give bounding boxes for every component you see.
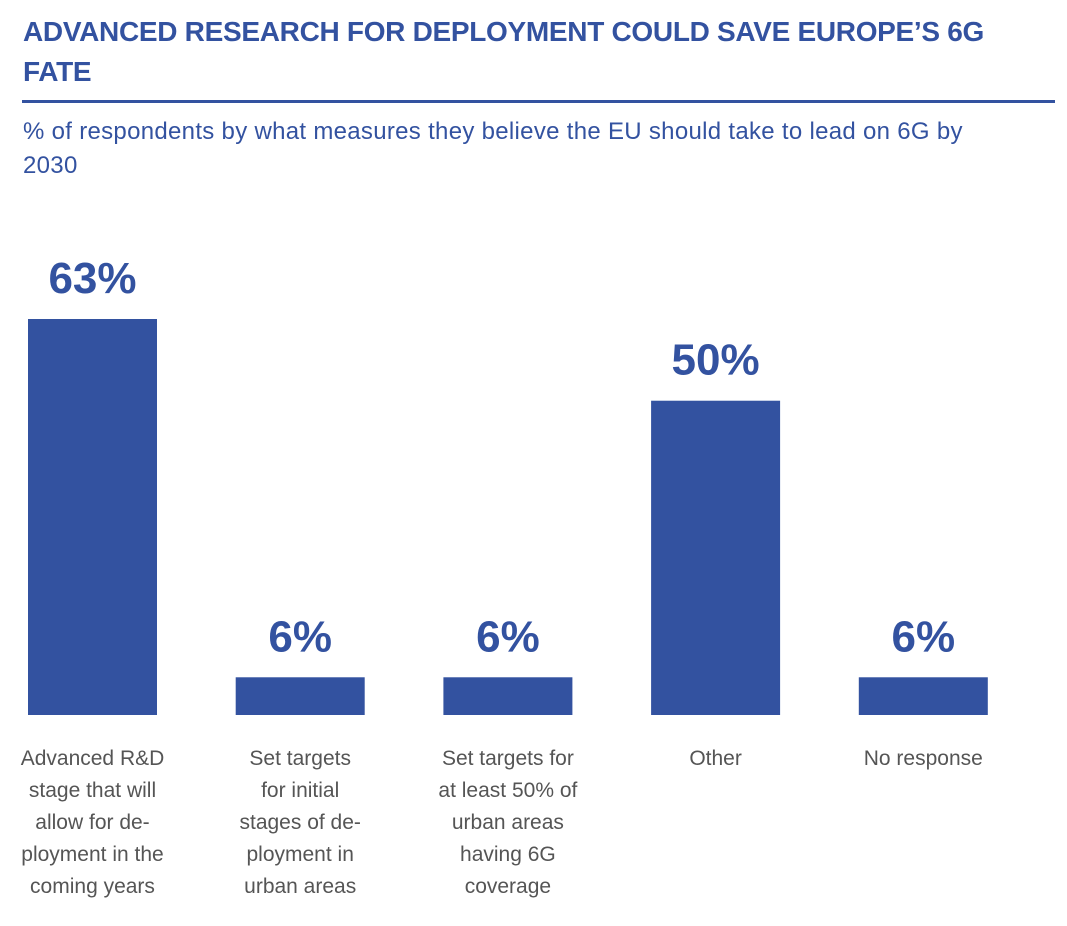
category-label-line: Other <box>689 747 742 770</box>
category-label-line: No response <box>863 747 983 770</box>
category-label: Set targets for initial stages of de-ploym… <box>195 743 405 903</box>
data-label: 6% <box>476 612 540 661</box>
category-label-line: coverage <box>464 875 552 898</box>
category-label-line: ployment in the <box>21 843 164 866</box>
category-label-line: urban areas <box>244 875 357 898</box>
data-label: 50% <box>672 336 760 385</box>
category-label-line: allow for de- <box>35 811 150 834</box>
chart-subtitle: % of respondents by what measures they b… <box>23 118 963 179</box>
bar <box>28 319 157 715</box>
category-label-line: for initial <box>261 779 340 802</box>
category-label-line: stage that will <box>28 779 157 802</box>
bar <box>858 677 988 715</box>
category-label-line: coming years <box>30 875 155 898</box>
category-label: Advanced R&D stage that will allow for de-… <box>0 743 198 903</box>
bar <box>443 677 573 715</box>
category-label-line: having 6G <box>460 843 556 866</box>
title-divider <box>22 100 1055 103</box>
category-label-line: at least 50% of <box>438 779 578 802</box>
category-label-line: stages of de- <box>239 811 361 834</box>
category-label: Other <box>611 743 821 775</box>
chart-title: ADVANCED RESEARCH FOR DEPLOYMENT COULD S… <box>23 16 985 87</box>
bar <box>651 400 781 715</box>
category-label-line: Set targets <box>249 747 351 770</box>
category-label-line: Advanced R&D <box>20 747 165 770</box>
bar <box>235 677 365 715</box>
category-label-line: ployment in <box>246 843 354 866</box>
category-label: No response <box>818 743 1028 775</box>
category-label-line: urban areas <box>451 811 564 834</box>
category-label-line: Set targets for <box>441 747 574 770</box>
data-label: 6% <box>268 612 332 661</box>
data-label: 6% <box>892 612 956 661</box>
data-label: 63% <box>48 254 136 303</box>
category-label: Set targets for at least 50% of urban area… <box>403 743 613 903</box>
